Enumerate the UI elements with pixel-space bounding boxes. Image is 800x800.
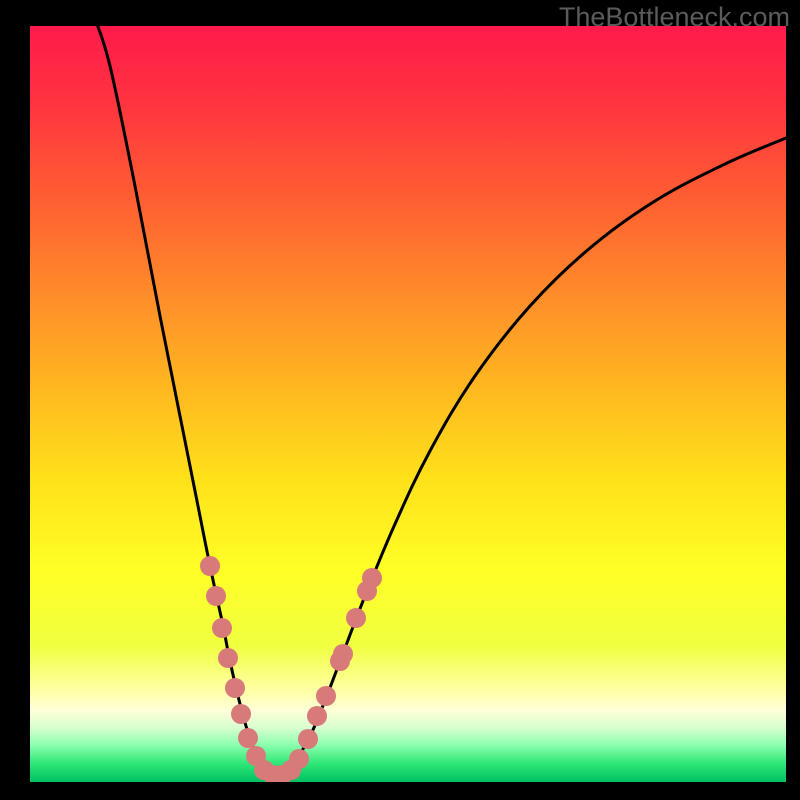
plot-area: [30, 26, 786, 782]
data-marker: [246, 746, 266, 766]
data-marker: [212, 618, 232, 638]
data-marker: [333, 644, 353, 664]
data-marker: [238, 728, 258, 748]
data-marker: [362, 568, 382, 588]
bottleneck-curve-left: [94, 26, 273, 774]
bottleneck-curve-right: [273, 138, 786, 774]
chart-canvas: TheBottleneck.com: [0, 0, 800, 800]
watermark-text: TheBottleneck.com: [559, 2, 790, 33]
data-marker: [225, 678, 245, 698]
data-marker: [272, 765, 292, 782]
data-marker: [316, 686, 336, 706]
data-marker: [357, 581, 377, 601]
data-marker: [218, 648, 238, 668]
data-marker: [298, 729, 318, 749]
data-marker: [289, 749, 309, 769]
data-marker: [200, 556, 220, 576]
data-marker: [281, 760, 301, 780]
data-marker: [307, 706, 327, 726]
data-marker: [346, 608, 366, 628]
data-marker: [254, 760, 274, 780]
curves-layer: [30, 26, 786, 782]
data-marker: [330, 651, 350, 671]
data-marker: [263, 765, 283, 782]
data-marker: [206, 586, 226, 606]
data-marker: [231, 704, 251, 724]
